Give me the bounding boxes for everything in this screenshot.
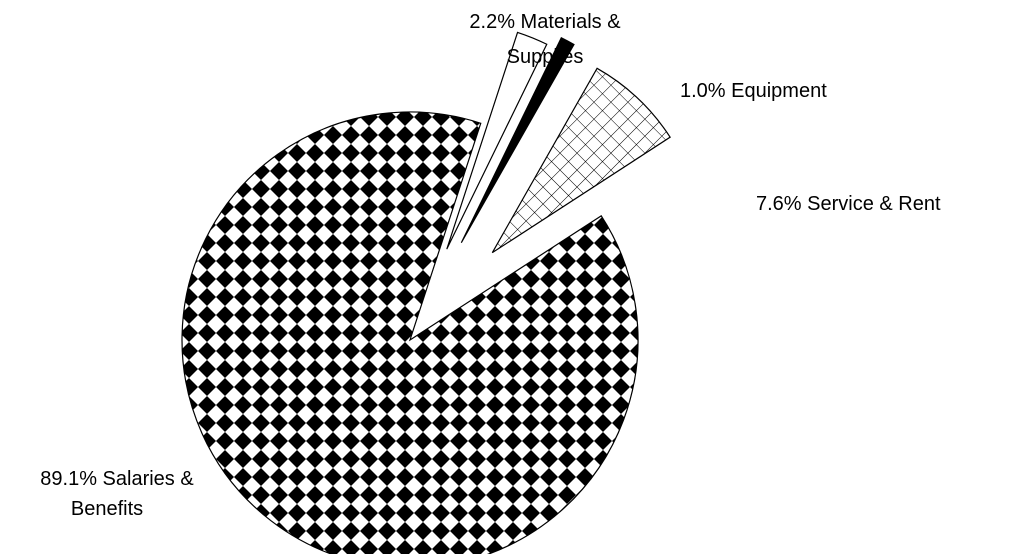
slice-label-salaries-benefits: 89.1% Salaries & Benefits — [40, 468, 194, 520]
pie-slice-service-rent — [491, 67, 671, 254]
slice-label-line: Supplies — [507, 46, 584, 68]
slice-label-line: Benefits — [71, 498, 143, 520]
slice-label-equipment: 1.0% Equipment — [680, 80, 827, 102]
pie-slice-materials-supplies — [446, 31, 548, 250]
pie-slices — [181, 31, 671, 554]
slice-label-materials-supplies: 2.2% Materials & Supplies — [469, 11, 621, 68]
slice-label-service-rent: 7.6% Service & Rent — [756, 193, 941, 215]
slice-label-line: 2.2% Materials & — [469, 11, 621, 33]
pie-slice-salaries-benefits — [181, 111, 639, 554]
slice-label-line: 1.0% Equipment — [680, 80, 827, 102]
slice-label-line: 7.6% Service & Rent — [756, 193, 941, 215]
slice-label-line: 89.1% Salaries & — [40, 468, 194, 490]
pie-labels: 89.1% Salaries & Benefits 2.2% Materials &… — [40, 11, 941, 520]
pie-slice-equipment — [460, 36, 575, 244]
